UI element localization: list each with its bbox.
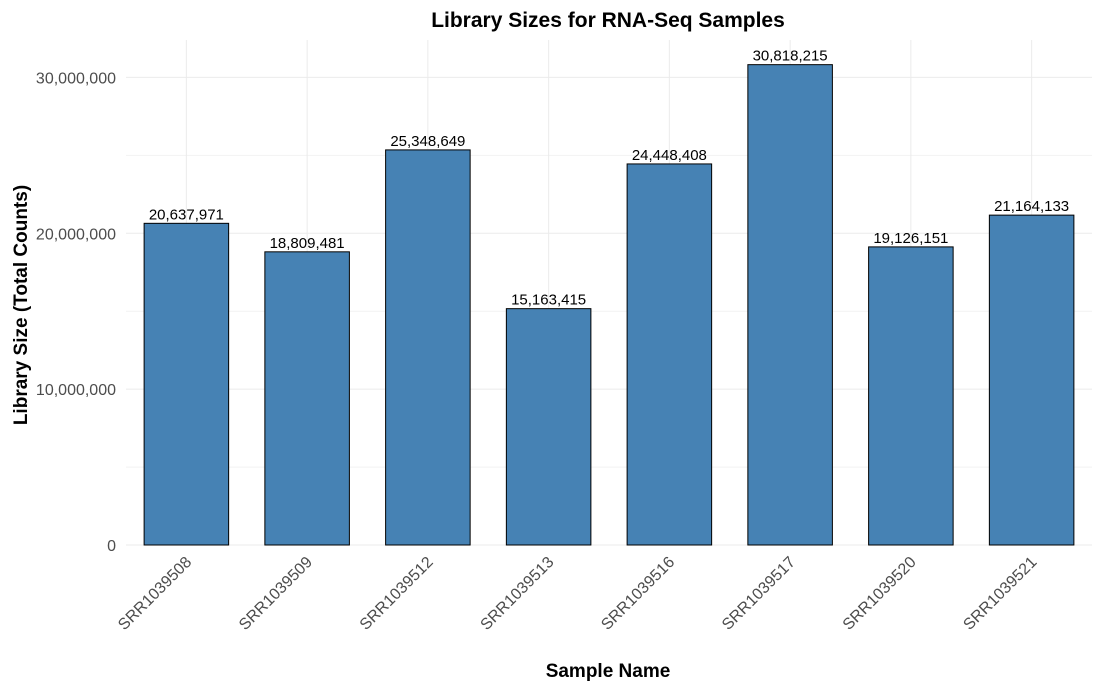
y-axis-ticks: 0 10,000,000 20,000,000 30,000,000 [36,70,116,555]
data-label-SRR1039509: 18,809,481 [270,235,345,252]
x-axis-ticks: SRR1039508 SRR1039509 SRR1039512 SRR1039513… [115,554,1040,634]
x-tick-label-SRR1039517: SRR1039517 [719,554,799,634]
x-tick-label-SRR1039508: SRR1039508 [115,554,195,634]
bar-SRR1039512 [385,149,471,546]
data-label-SRR1039513: 15,163,415 [511,292,586,309]
data-label-SRR1039520: 19,126,151 [873,230,948,247]
bar-SRR1039513 [505,308,592,546]
x-axis-title: Sample Name [546,661,671,682]
bar-SRR1039521 [988,214,1075,546]
data-labels: 20,637,971 18,809,481 25,348,649 15,163,415… [149,48,1069,309]
y-tick-label: 10,000,000 [36,382,116,399]
x-tick-label-SRR1039512: SRR1039512 [357,554,437,634]
y-tick-label: 0 [107,538,116,555]
data-label-SRR1039516: 24,448,408 [632,147,707,164]
bar-SRR1039517 [747,64,833,546]
x-tick-label-SRR1039520: SRR1039520 [840,554,920,634]
chart-title: Library Sizes for RNA-Seq Samples [431,9,785,32]
y-tick-label: 30,000,000 [36,70,116,87]
y-axis-title: Library Size (Total Counts) [11,185,32,425]
data-label-SRR1039512: 25,348,649 [390,133,465,150]
data-label-SRR1039521: 21,164,133 [994,198,1069,215]
bars [143,64,1075,546]
data-label-SRR1039517: 30,818,215 [753,48,828,65]
x-tick-label-SRR1039521: SRR1039521 [960,554,1040,634]
x-tick-label-SRR1039509: SRR1039509 [236,554,316,634]
bar-SRR1039516 [626,163,713,546]
x-tick-label-SRR1039516: SRR1039516 [598,554,678,634]
bar-SRR1039508 [143,222,230,546]
bar-SRR1039509 [264,251,350,546]
x-tick-label-SRR1039513: SRR1039513 [477,554,557,634]
y-tick-label: 20,000,000 [36,226,116,243]
data-label-SRR1039508: 20,637,971 [149,206,224,223]
bar-SRR1039520 [868,246,954,546]
